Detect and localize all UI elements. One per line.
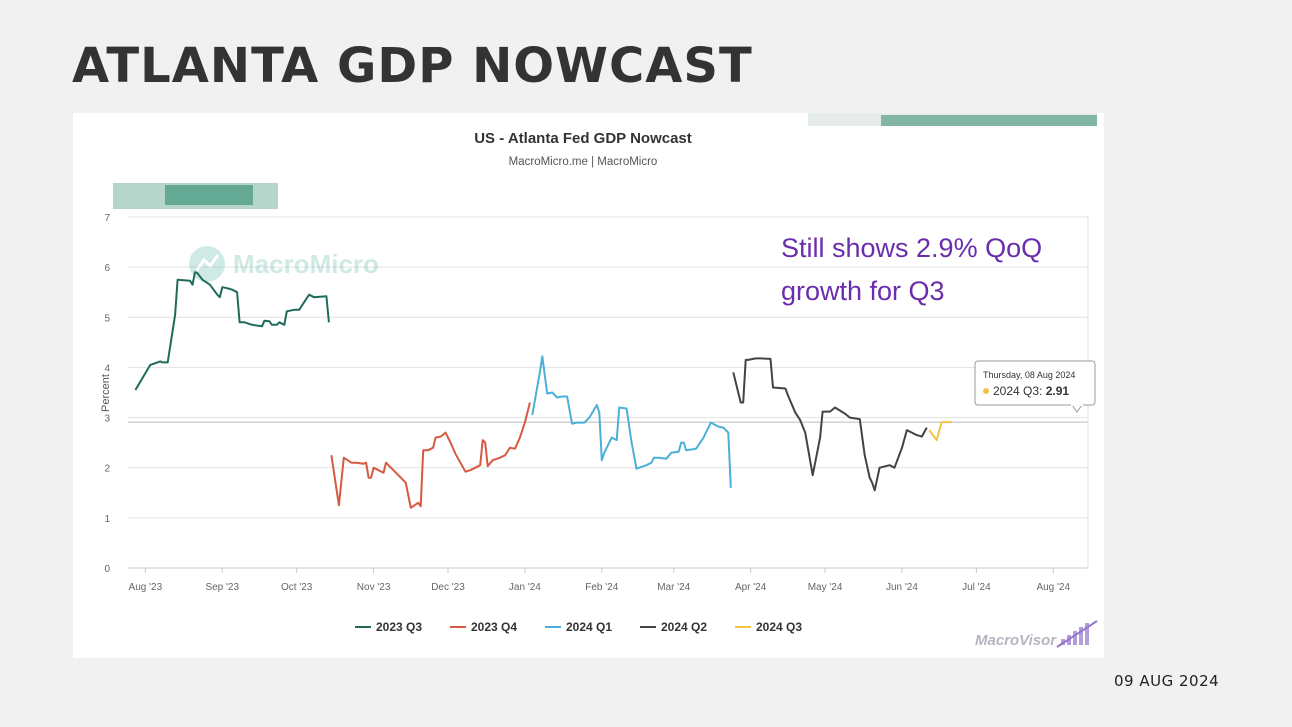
x-tick-label: Apr '24	[735, 582, 767, 593]
annotation-line-1: Still shows 2.9% QoQ	[781, 233, 1042, 263]
x-tick-label: Jul '24	[962, 582, 991, 593]
nowcast-chart: US - Atlanta Fed GDP Nowcast MacroMicro.…	[100, 113, 1098, 649]
x-tick-label: Mar '24	[657, 582, 690, 593]
tooltip-value: 2.91	[1046, 384, 1070, 398]
legend-label: 2024 Q2	[661, 620, 707, 634]
watermark-text: MacroMicro	[233, 249, 379, 279]
series-line-2024-q1	[531, 355, 732, 488]
x-tick-label: Jun '24	[886, 582, 918, 593]
y-tick-label: 1	[104, 514, 110, 525]
macrovisor-logo: MacroVisor	[975, 620, 1098, 649]
macrovisor-logo-text: MacroVisor	[975, 632, 1057, 649]
legend-item[interactable]: 2023 Q4	[450, 620, 517, 634]
series-line-2023-q4	[330, 402, 531, 509]
series-line-2024-q2	[732, 357, 928, 492]
annotation-line-2: growth for Q3	[781, 276, 945, 306]
tooltip-date: Thursday, 08 Aug 2024	[983, 370, 1075, 380]
tooltip: Thursday, 08 Aug 2024 2024 Q3: 2.91	[974, 360, 1096, 413]
tooltip-series: 2024 Q3	[993, 384, 1039, 398]
x-tick-label: Aug '23	[129, 582, 163, 593]
chart-title: US - Atlanta Fed GDP Nowcast	[474, 130, 692, 147]
y-tick-label: 0	[104, 564, 110, 575]
x-tick-label: Nov '23	[357, 582, 391, 593]
chart-subtitle: MacroMicro.me | MacroMicro	[509, 156, 658, 168]
y-axis-label: Percent	[100, 374, 112, 412]
chart-toolbar[interactable]	[808, 113, 1097, 126]
legend-item[interactable]: 2023 Q3	[355, 620, 422, 634]
y-tick-label: 2	[104, 464, 110, 475]
tooltip-marker	[983, 388, 989, 394]
legend-label: 2023 Q4	[471, 620, 517, 634]
y-tick-label: 6	[104, 263, 110, 274]
chart-card: US - Atlanta Fed GDP Nowcast MacroMicro.…	[73, 113, 1104, 658]
series-lines	[134, 271, 952, 509]
legend-item[interactable]: 2024 Q2	[640, 620, 707, 634]
legend-label: 2024 Q3	[756, 620, 802, 634]
x-tick-label: Jan '24	[509, 582, 541, 593]
x-tick-label: Sep '23	[205, 582, 239, 593]
axes: 0 1 2 3 4 5 6 7 Aug '23 Sep '23 Oct '23 Nov '23 Dec …	[104, 213, 1089, 593]
x-tick-label: Feb '24	[585, 582, 618, 593]
series-line-2024-q3	[928, 421, 952, 442]
x-tick-label: May '24	[808, 582, 843, 593]
y-tick-label: 3	[104, 414, 110, 425]
tooltip-separator: :	[1039, 384, 1046, 398]
legend: 2023 Q3 2023 Q4 2024 Q1 2024 Q2 2024 Q3	[355, 620, 802, 634]
svg-text:2024 Q3: 2.91: 2024 Q3: 2.91	[993, 384, 1069, 398]
macrovisor-bars-icon	[1056, 620, 1098, 648]
slide-date: 09 AUG 2024	[1114, 672, 1220, 690]
legend-item[interactable]: 2024 Q3	[735, 620, 802, 634]
y-tick-label: 4	[104, 363, 110, 374]
legend-label: 2024 Q1	[566, 620, 612, 634]
y-tick-label: 7	[104, 213, 110, 224]
macromicro-watermark: MacroMicro	[189, 246, 379, 282]
legend-item[interactable]: 2024 Q1	[545, 620, 612, 634]
x-tick-label: Dec '23	[431, 582, 465, 593]
series-selector-active[interactable]	[165, 185, 253, 205]
series-line-2023-q3	[134, 271, 330, 391]
y-tick-label: 5	[104, 313, 110, 324]
x-tick-label: Oct '23	[281, 582, 313, 593]
slide-title: ATLANTA GDP NOWCAST	[72, 38, 753, 94]
legend-label: 2023 Q3	[376, 620, 422, 634]
x-tick-label: Aug '24	[1036, 582, 1070, 593]
